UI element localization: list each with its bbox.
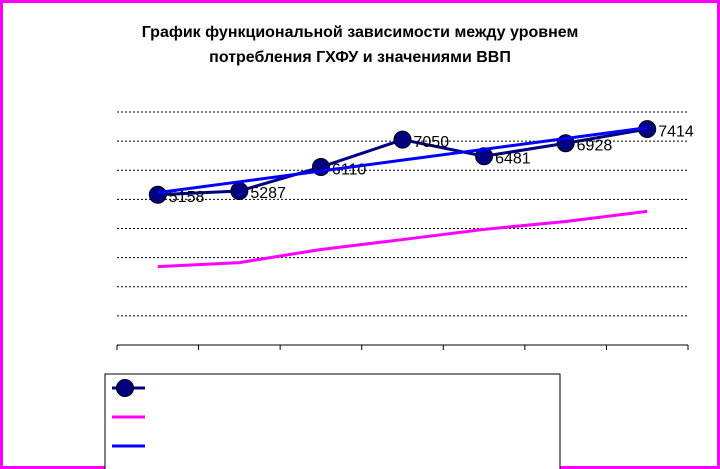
series-line: [157, 209, 648, 269]
data-label: 7050: [414, 134, 450, 151]
data-point: [475, 147, 494, 166]
data-label: 5287: [250, 185, 286, 202]
data-label: 7414: [658, 123, 694, 140]
chart-title: потребления ГХФУ и значениями ВВП: [209, 49, 511, 66]
data-label: 6481: [495, 150, 531, 167]
chart-title: График функциональной зависимости между …: [142, 24, 579, 41]
series-line: [157, 126, 648, 195]
data-label: 5158: [169, 189, 205, 206]
legend-box: [104, 373, 561, 469]
data-label: 6928: [577, 137, 613, 154]
data-point: [393, 130, 412, 149]
data-point: [148, 185, 167, 204]
legend-marker: [116, 379, 134, 397]
data-point: [230, 182, 249, 201]
